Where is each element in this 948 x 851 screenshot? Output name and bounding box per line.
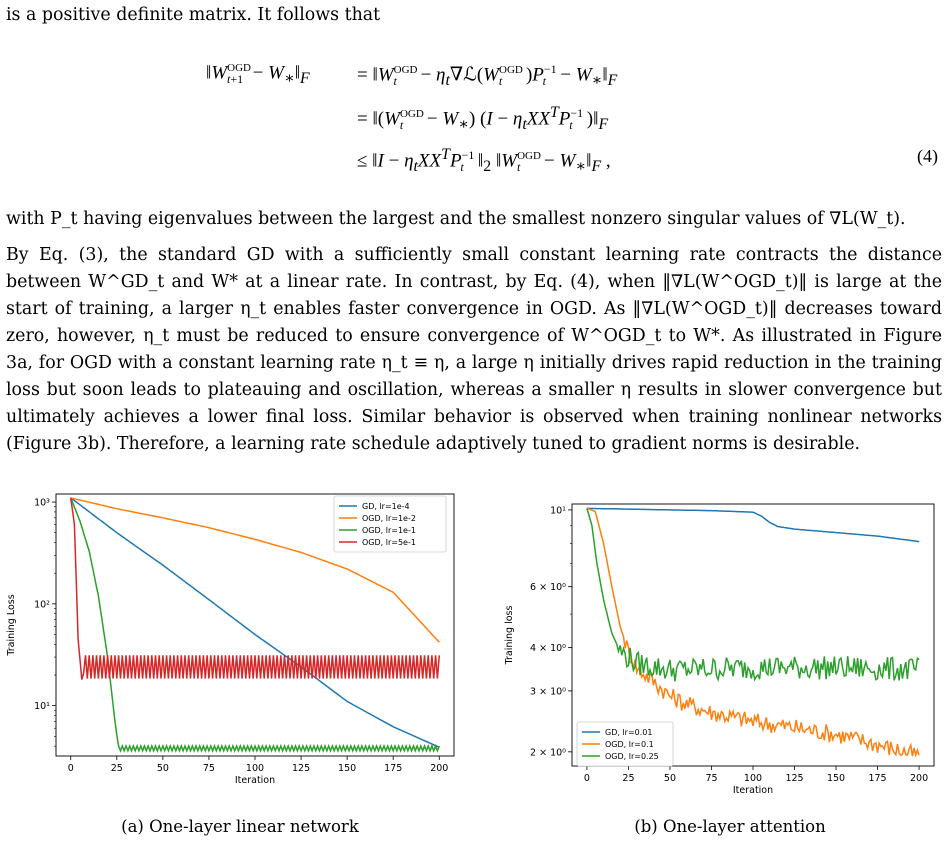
x-tick-label: 175 bbox=[384, 763, 402, 774]
series-line-ogd-lr-0-25 bbox=[586, 508, 920, 683]
x-tick-label: 200 bbox=[430, 763, 448, 774]
series-line-ogd-lr-1e-1 bbox=[70, 497, 440, 753]
series-line-ogd-lr-0-1 bbox=[586, 507, 920, 758]
x-tick-label: 125 bbox=[785, 773, 803, 784]
legend-label: OGD, lr=5e-1 bbox=[362, 538, 416, 547]
x-tick-label: 25 bbox=[622, 773, 634, 784]
caption-a: (a) One-layer linear network bbox=[121, 817, 359, 836]
equation-number: (4) bbox=[917, 146, 938, 166]
equation-line-1: = ‖WOGDt − ηt∇ℒ(WOGDt )P−1t − W∗‖F bbox=[357, 62, 618, 90]
x-tick-label: 50 bbox=[664, 773, 676, 784]
eigenvalue-sentence: with P_t having eigenvalues between the … bbox=[6, 209, 906, 229]
y-tick-label: 10¹ bbox=[550, 505, 566, 516]
legend-label: GD, lr=0.01 bbox=[605, 728, 652, 737]
y-tick-label: 3 × 10⁰ bbox=[530, 686, 566, 697]
legend-label: OGD, lr=0.1 bbox=[605, 740, 654, 749]
x-tick-label: 125 bbox=[292, 763, 310, 774]
series-line-gd-lr-0-01 bbox=[586, 507, 920, 543]
x-tick-label: 100 bbox=[246, 763, 264, 774]
x-tick-label: 0 bbox=[68, 763, 74, 774]
equation-line-3: ≤ ‖I − ηtXXTP−1t ‖2 ‖WOGDt − W∗‖F , bbox=[357, 146, 611, 176]
legend-label: GD, lr=1e-4 bbox=[362, 502, 410, 511]
legend-box bbox=[576, 721, 674, 767]
equation-lhs: ‖WOGDt+1 − W∗‖F bbox=[206, 62, 310, 88]
y-tick-label: 10¹ bbox=[34, 701, 50, 712]
y-axis-label: Training Loss bbox=[6, 594, 17, 656]
legend-label: OGD, lr=1e-1 bbox=[362, 526, 416, 535]
legend-box bbox=[333, 495, 447, 553]
intro-sentence: is a positive definite matrix. It follow… bbox=[6, 5, 381, 25]
y-tick-label: 6 × 10⁰ bbox=[530, 582, 566, 593]
y-axis-label: Training loss bbox=[504, 606, 515, 666]
y-tick-label: 2 × 10⁰ bbox=[530, 747, 566, 758]
x-tick-label: 150 bbox=[827, 773, 845, 784]
main-paragraph: By Eq. (3), the standard GD with a suffi… bbox=[6, 245, 942, 454]
series-line-ogd-lr-5e-1 bbox=[69, 497, 441, 680]
x-tick-label: 50 bbox=[157, 763, 169, 774]
x-axis-label: Iteration bbox=[235, 775, 275, 786]
equation-4: ‖WOGDt+1 − W∗‖F = ‖WOGDt − ηt∇ℒ(WOGDt )P… bbox=[0, 48, 948, 198]
x-tick-label: 150 bbox=[338, 763, 356, 774]
caption-b: (b) One-layer attention bbox=[634, 817, 826, 836]
y-tick-label: 10² bbox=[34, 599, 50, 610]
x-tick-label: 0 bbox=[584, 773, 590, 784]
x-tick-label: 175 bbox=[868, 773, 886, 784]
equation-line-2: = ‖(WOGDt − W∗) (I − ηtXXTP−1t )‖F bbox=[357, 104, 609, 134]
x-tick-label: 75 bbox=[203, 763, 215, 774]
figure-3b-chart: 0 25 50 75 100 125 150 175 200 10¹ 6 × 10⁰ 4 × 10⁰ 3… bbox=[504, 503, 935, 796]
x-tick-label: 75 bbox=[705, 773, 717, 784]
series-line-ogd-lr-1e-2 bbox=[70, 497, 440, 643]
x-tick-label: 100 bbox=[744, 773, 762, 784]
legend-label: OGD, lr=0.25 bbox=[605, 752, 659, 761]
figure-3a-chart: 0 25 50 75 100 125 150 175 200 10¹ 10² 10³ Iteration… bbox=[6, 493, 455, 786]
y-tick-label: 10³ bbox=[34, 498, 50, 509]
x-axis-label: Iteration bbox=[733, 785, 773, 796]
legend-label: OGD, lr=1e-2 bbox=[362, 514, 416, 523]
x-tick-label: 200 bbox=[910, 773, 928, 784]
x-tick-label: 25 bbox=[111, 763, 123, 774]
series-line-gd-lr-1e-4 bbox=[70, 497, 440, 748]
y-tick-label: 4 × 10⁰ bbox=[530, 643, 566, 654]
